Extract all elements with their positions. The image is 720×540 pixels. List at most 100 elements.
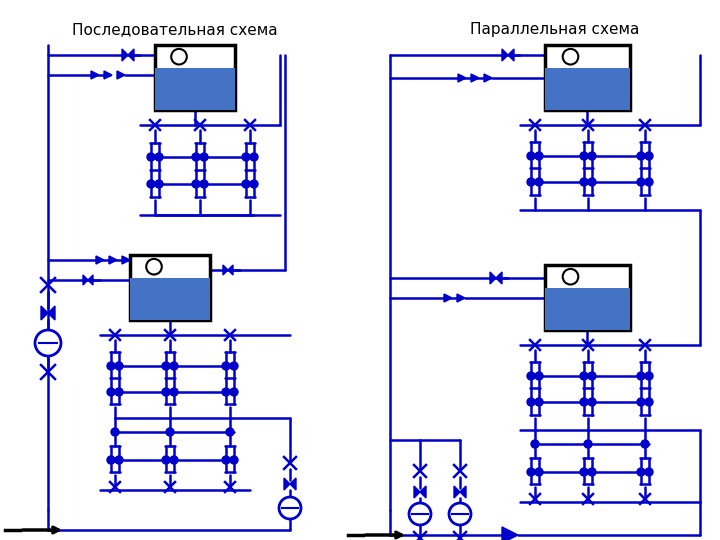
Circle shape bbox=[588, 398, 596, 406]
Circle shape bbox=[527, 178, 535, 186]
Circle shape bbox=[162, 362, 170, 370]
Circle shape bbox=[166, 428, 174, 436]
Polygon shape bbox=[454, 486, 460, 498]
Polygon shape bbox=[128, 49, 134, 61]
Polygon shape bbox=[444, 294, 452, 302]
Circle shape bbox=[170, 456, 178, 464]
Polygon shape bbox=[420, 486, 426, 498]
Circle shape bbox=[645, 372, 653, 380]
Text: Параллельная схема: Параллельная схема bbox=[470, 22, 639, 37]
Circle shape bbox=[242, 180, 250, 188]
Circle shape bbox=[115, 456, 123, 464]
Polygon shape bbox=[96, 256, 104, 264]
Polygon shape bbox=[508, 49, 514, 61]
Circle shape bbox=[580, 152, 588, 160]
Bar bbox=[130, 278, 210, 320]
Circle shape bbox=[449, 503, 471, 525]
Polygon shape bbox=[460, 486, 466, 498]
Circle shape bbox=[115, 362, 123, 370]
Circle shape bbox=[111, 428, 119, 436]
Polygon shape bbox=[122, 49, 128, 61]
Polygon shape bbox=[502, 49, 508, 61]
Circle shape bbox=[170, 362, 178, 370]
Polygon shape bbox=[48, 306, 55, 320]
Circle shape bbox=[200, 153, 208, 161]
Polygon shape bbox=[83, 275, 88, 285]
Circle shape bbox=[242, 153, 250, 161]
Circle shape bbox=[230, 456, 238, 464]
Circle shape bbox=[641, 440, 649, 448]
Polygon shape bbox=[458, 74, 466, 82]
Circle shape bbox=[588, 468, 596, 476]
Circle shape bbox=[107, 456, 115, 464]
Circle shape bbox=[279, 497, 301, 519]
Polygon shape bbox=[484, 74, 492, 82]
Polygon shape bbox=[490, 272, 496, 284]
Polygon shape bbox=[457, 294, 465, 302]
Circle shape bbox=[535, 178, 543, 186]
Circle shape bbox=[527, 398, 535, 406]
Bar bbox=[155, 68, 235, 110]
Circle shape bbox=[171, 49, 186, 64]
Circle shape bbox=[637, 178, 645, 186]
Circle shape bbox=[35, 330, 61, 356]
Circle shape bbox=[535, 372, 543, 380]
Polygon shape bbox=[117, 71, 125, 79]
Bar bbox=[545, 288, 630, 330]
Circle shape bbox=[155, 180, 163, 188]
Circle shape bbox=[580, 178, 588, 186]
Circle shape bbox=[230, 388, 238, 396]
Circle shape bbox=[563, 269, 578, 285]
Bar bbox=[545, 265, 630, 330]
Circle shape bbox=[222, 362, 230, 370]
Bar bbox=[545, 45, 630, 110]
Circle shape bbox=[409, 503, 431, 525]
Polygon shape bbox=[471, 74, 479, 82]
Circle shape bbox=[645, 468, 653, 476]
Polygon shape bbox=[290, 478, 296, 490]
Circle shape bbox=[563, 49, 578, 64]
Circle shape bbox=[535, 398, 543, 406]
Bar bbox=[545, 68, 630, 110]
Polygon shape bbox=[223, 265, 228, 275]
Circle shape bbox=[588, 178, 596, 186]
Circle shape bbox=[250, 180, 258, 188]
Circle shape bbox=[645, 398, 653, 406]
Circle shape bbox=[162, 388, 170, 396]
Circle shape bbox=[637, 398, 645, 406]
Circle shape bbox=[200, 180, 208, 188]
Circle shape bbox=[637, 372, 645, 380]
Circle shape bbox=[580, 398, 588, 406]
Circle shape bbox=[527, 468, 535, 476]
Circle shape bbox=[535, 152, 543, 160]
Circle shape bbox=[531, 440, 539, 448]
Polygon shape bbox=[414, 486, 420, 498]
Circle shape bbox=[107, 362, 115, 370]
Circle shape bbox=[580, 372, 588, 380]
Polygon shape bbox=[502, 527, 518, 540]
Polygon shape bbox=[122, 256, 130, 264]
Circle shape bbox=[645, 178, 653, 186]
Circle shape bbox=[250, 153, 258, 161]
Polygon shape bbox=[228, 265, 233, 275]
Circle shape bbox=[146, 259, 162, 274]
Circle shape bbox=[230, 362, 238, 370]
Circle shape bbox=[588, 152, 596, 160]
Circle shape bbox=[222, 456, 230, 464]
Circle shape bbox=[226, 428, 234, 436]
Bar bbox=[155, 45, 235, 110]
Circle shape bbox=[107, 388, 115, 396]
Circle shape bbox=[147, 153, 155, 161]
Polygon shape bbox=[496, 272, 502, 284]
Circle shape bbox=[162, 456, 170, 464]
Polygon shape bbox=[284, 478, 290, 490]
Circle shape bbox=[527, 372, 535, 380]
Circle shape bbox=[192, 153, 200, 161]
Circle shape bbox=[588, 372, 596, 380]
Circle shape bbox=[192, 180, 200, 188]
Circle shape bbox=[637, 152, 645, 160]
Circle shape bbox=[170, 388, 178, 396]
Circle shape bbox=[645, 152, 653, 160]
Circle shape bbox=[637, 468, 645, 476]
Circle shape bbox=[584, 440, 592, 448]
